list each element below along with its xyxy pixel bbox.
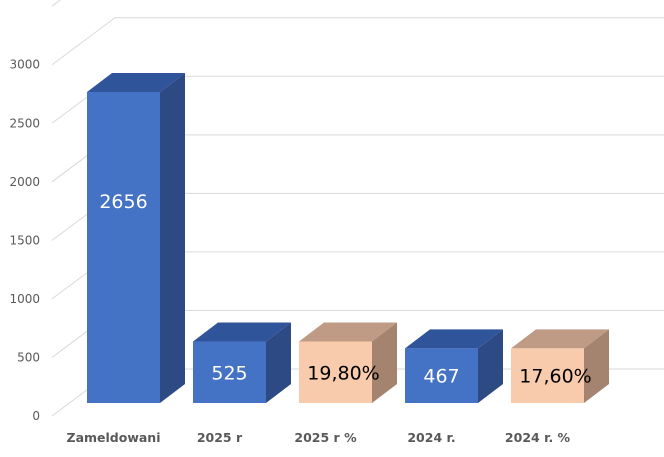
y-tick-label: 1500 [9, 233, 40, 247]
x-category-label: 2024 r. % [505, 430, 571, 445]
bar-side [266, 322, 291, 403]
x-category-label: 2024 r. [407, 430, 455, 445]
bar-side [372, 322, 397, 403]
gridline-slant [51, 17, 116, 66]
data-label: 19,80% [307, 362, 379, 384]
bar-top [193, 322, 291, 342]
y-tick-label: 0 [32, 409, 40, 423]
bar-side [584, 329, 609, 403]
data-label: 525 [211, 362, 247, 384]
bar-top [87, 73, 185, 92]
y-tick-label: 500 [17, 350, 40, 364]
bar-side [160, 73, 185, 403]
bar [299, 341, 372, 403]
x-category-label: 2025 r % [294, 430, 357, 445]
bar [511, 348, 584, 403]
gridline-slant [51, 0, 62, 7]
bar [405, 348, 478, 403]
x-category-label: Zameldowani [67, 430, 161, 445]
x-category-label: 2025 r [197, 430, 243, 445]
bar-top [299, 322, 397, 342]
bar-top [405, 329, 503, 349]
y-tick-label: 2500 [9, 116, 40, 130]
data-label: 2656 [99, 191, 147, 213]
data-label: 17,60% [519, 366, 591, 388]
data-label: 467 [423, 366, 459, 388]
bar-side [478, 329, 503, 403]
bar-top [511, 329, 609, 349]
y-tick-label: 1000 [9, 292, 40, 306]
bar [193, 341, 266, 403]
bar [87, 92, 160, 403]
y-tick-label: 2000 [9, 175, 40, 189]
y-tick-label: 3000 [9, 58, 40, 72]
